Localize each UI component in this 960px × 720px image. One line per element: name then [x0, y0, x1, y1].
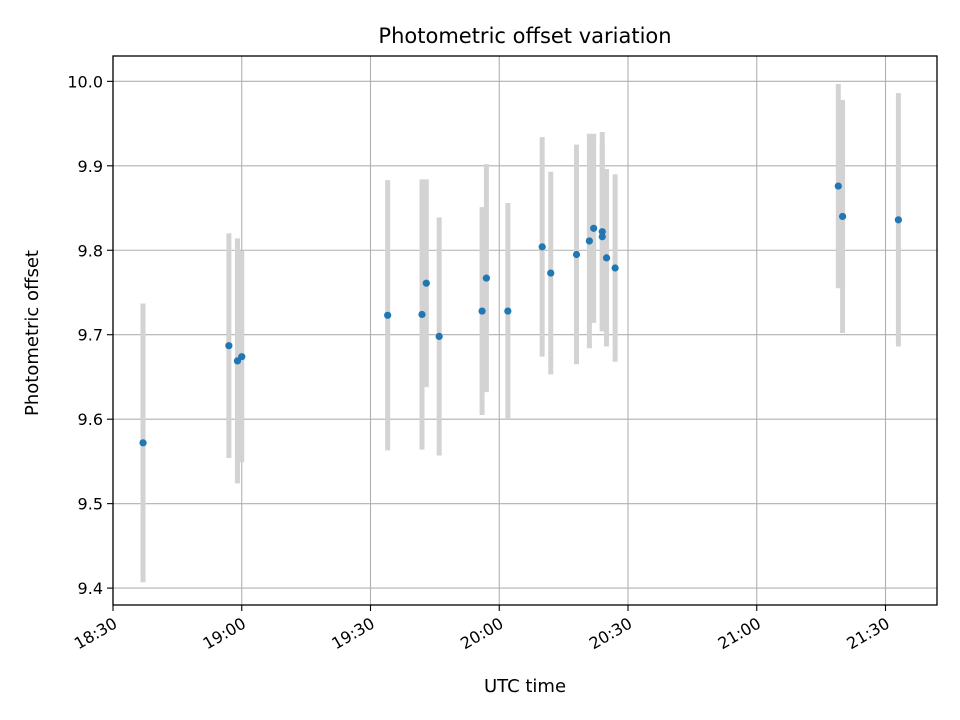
data-point [478, 307, 486, 315]
data-point [590, 224, 598, 232]
x-tick-label: 20:30 [586, 614, 635, 654]
data-point [435, 332, 443, 341]
y-tick-label: 10.0 [67, 72, 103, 91]
data-point [894, 216, 902, 224]
data-point [598, 228, 606, 236]
x-tick-label: 21:00 [715, 614, 764, 654]
x-tick-label: 19:30 [328, 614, 377, 654]
y-tick-label: 9.4 [78, 579, 103, 598]
data-point [225, 342, 233, 350]
data-point [384, 311, 392, 319]
data-point [547, 269, 555, 277]
data-points [139, 182, 902, 447]
y-tick-label: 9.8 [78, 241, 103, 260]
data-point [238, 353, 246, 361]
data-point [504, 307, 512, 315]
data-point [611, 264, 619, 272]
data-point [538, 243, 546, 251]
y-tick-label: 9.6 [78, 410, 103, 429]
data-point [585, 237, 593, 245]
x-tick-label: 18:30 [71, 614, 120, 654]
y-axis-title: Photometric offset [22, 250, 43, 416]
data-point [139, 439, 147, 447]
data-point [602, 254, 611, 262]
y-tick-label: 9.7 [78, 326, 103, 345]
data-point [834, 182, 842, 190]
x-axis-title: UTC time [484, 676, 566, 697]
data-point [598, 233, 606, 241]
x-tick-label: 20:00 [457, 614, 506, 654]
x-tick-label: 19:00 [200, 614, 249, 654]
data-point [422, 279, 430, 287]
chart-title: Photometric offset variation [378, 24, 671, 48]
x-tick-label: 21:30 [843, 614, 892, 654]
data-point [482, 274, 490, 282]
data-point [418, 310, 426, 319]
data-point [838, 212, 847, 221]
error-bars [140, 83, 901, 583]
y-tick-label: 9.9 [78, 157, 103, 176]
y-tick-label: 9.5 [78, 495, 103, 514]
data-point [572, 250, 581, 259]
plot-frame [112, 55, 938, 606]
grid-lines [112, 56, 937, 605]
